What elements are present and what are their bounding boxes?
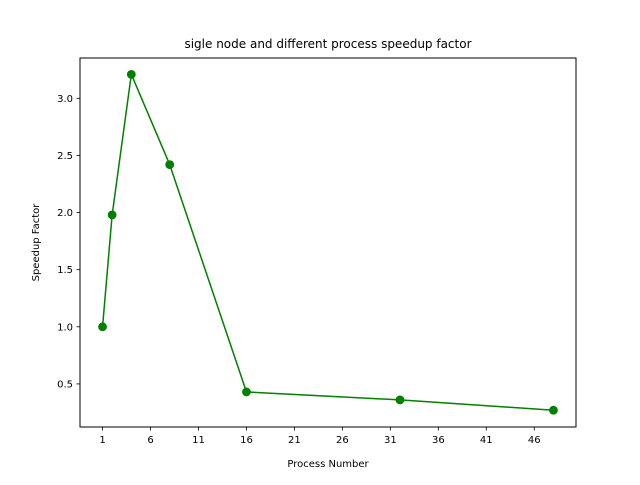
x-tick-label: 26 <box>336 435 349 446</box>
y-tick-label: 2.5 <box>57 151 73 162</box>
axes-frame <box>79 57 577 428</box>
x-tick-label: 11 <box>192 435 205 446</box>
x-tick-label: 21 <box>288 435 301 446</box>
axis-ticks: 1 6 11 16 21 26 31 36 41 460.51.01.52.02.53.0 <box>57 94 541 446</box>
data-point-marker <box>126 69 136 79</box>
x-axis-label: Process Number <box>287 459 369 470</box>
y-tick-label: 1.0 <box>57 322 73 333</box>
data-point-marker <box>107 210 117 220</box>
x-tick-label: 31 <box>384 435 397 446</box>
data-point-marker <box>165 160 175 169</box>
x-tick-label: 1 <box>99 435 105 446</box>
x-tick-label: 36 <box>432 435 445 446</box>
plot-area <box>98 69 558 415</box>
data-point-marker <box>242 387 251 397</box>
y-tick-label: 1.5 <box>57 265 73 276</box>
data-point-marker <box>549 405 558 415</box>
y-tick-label: 3.0 <box>57 94 73 105</box>
data-point-marker <box>395 395 405 405</box>
y-axis-label: Speedup Factor <box>31 203 42 282</box>
data-point-marker <box>98 322 107 332</box>
x-tick-label: 16 <box>240 435 253 446</box>
y-tick-label: 0.5 <box>57 379 73 390</box>
x-tick-label: 41 <box>480 435 493 446</box>
x-tick-label: 6 <box>147 435 153 446</box>
y-tick-label: 2.0 <box>57 208 73 219</box>
x-tick-label: 46 <box>528 435 541 446</box>
chart-title: sigle node and different process speedup… <box>184 37 471 51</box>
